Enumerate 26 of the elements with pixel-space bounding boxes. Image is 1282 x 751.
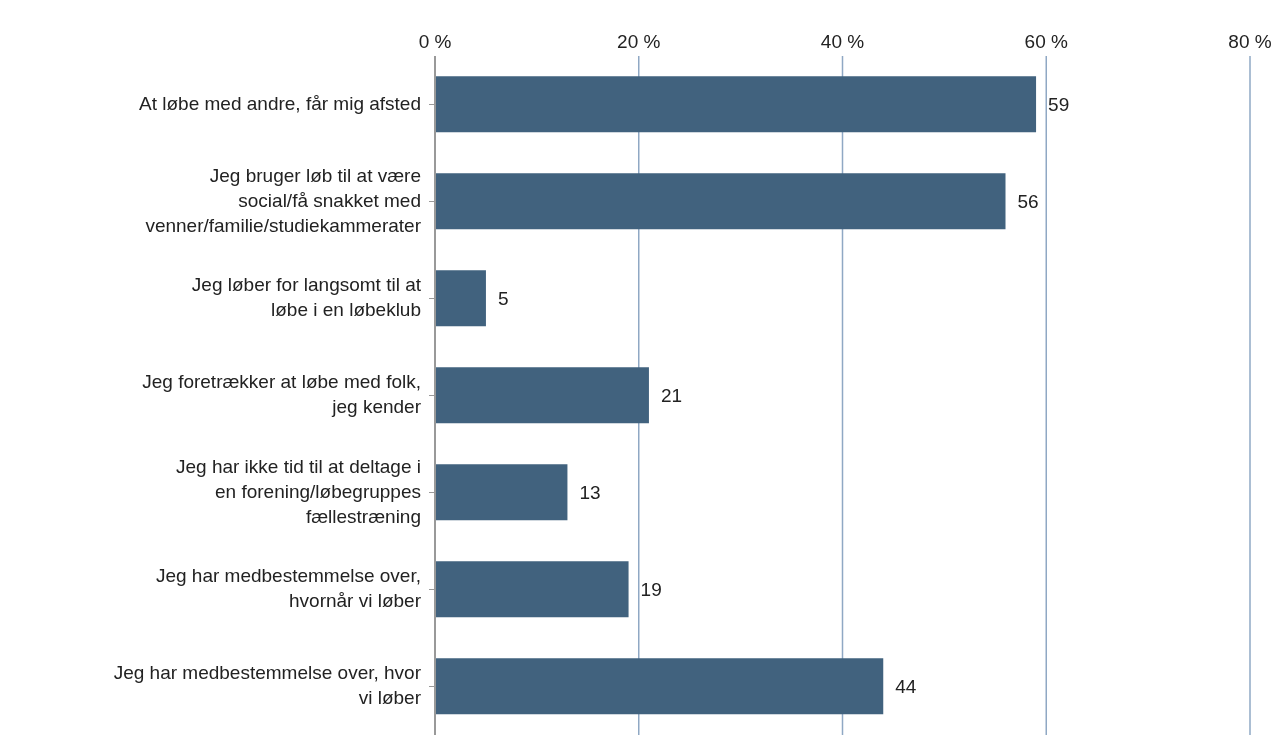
data-label: 21 — [660, 385, 683, 407]
y-tick-label: Jeg har medbestemmelse over, hvornår vi løber — [155, 565, 422, 612]
x-tick-label: 0 % — [418, 31, 452, 52]
x-tick-label: 80 % — [1228, 31, 1272, 52]
bar — [435, 464, 568, 521]
data-label: 5 — [497, 288, 509, 310]
x-tick-label: 60 % — [1024, 31, 1069, 52]
y-tick-label: Jeg bruger løb til at være social/få snakket med venner/familie/studiekammerater — [145, 164, 422, 236]
data-label: 44 — [895, 676, 917, 698]
bar — [435, 270, 486, 327]
y-tick-label: Jeg løber for langsomt til at løbe i en løbeklub — [191, 274, 422, 321]
x-tick-label: 40 % — [820, 31, 865, 52]
bar — [435, 561, 629, 618]
bar — [435, 367, 649, 424]
bar — [435, 658, 884, 715]
y-tick-label: At løbe med andre, får mig afsted — [139, 92, 421, 114]
bar — [435, 173, 1006, 230]
y-tick-label: Jeg har ikke tid til at deltage i en forening/løbegruppes fællestræning — [175, 455, 421, 527]
data-label: 19 — [640, 579, 662, 601]
x-tick-label: 20 % — [617, 31, 661, 52]
y-tick-label: Jeg har medbestemmelse over, hvor vi løber — [113, 662, 422, 709]
y-tick-label: Jeg foretrækker at løbe med folk, jeg kender — [142, 371, 422, 418]
bar — [435, 76, 1037, 133]
data-label: 59 — [1048, 94, 1070, 116]
data-label: 13 — [579, 482, 601, 504]
data-label: 56 — [1017, 191, 1039, 213]
